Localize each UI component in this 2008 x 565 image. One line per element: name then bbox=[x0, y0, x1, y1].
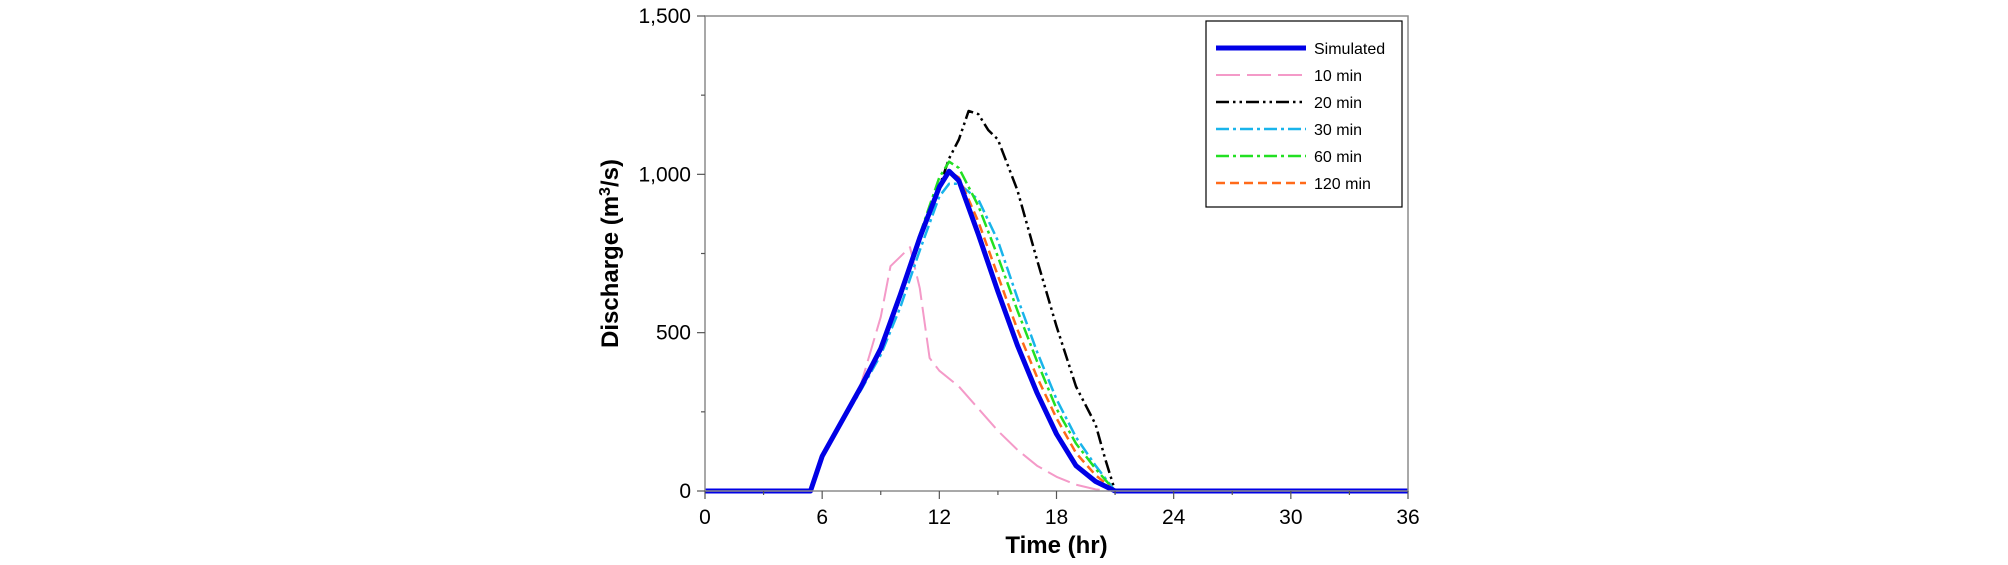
legend-label-20-min: 20 min bbox=[1314, 95, 1362, 112]
y-tick-label: 1,500 bbox=[638, 5, 691, 28]
series-line-simulated bbox=[705, 168, 1408, 494]
x-tick-label: 0 bbox=[699, 506, 711, 529]
legend-box bbox=[1205, 20, 1403, 208]
x-tick-label: 18 bbox=[1045, 506, 1068, 529]
x-tick-label: 6 bbox=[816, 506, 828, 529]
x-tick-label: 30 bbox=[1279, 506, 1302, 529]
x-tick-label: 36 bbox=[1396, 506, 1419, 529]
legend-label-simulated: Simulated bbox=[1314, 41, 1385, 58]
legend-entries: Simulated 10 min 20 min 30 min 60 min 120 min bbox=[1216, 41, 1385, 193]
series-line-10-min bbox=[705, 246, 1408, 492]
y-tick-label: 1,000 bbox=[638, 163, 691, 186]
legend-label-60-min: 60 min bbox=[1314, 149, 1362, 166]
series-line-30-min bbox=[705, 182, 1408, 493]
legend-label-10-min: 10 min bbox=[1314, 68, 1362, 85]
x-axis-title: Time (hr) bbox=[1005, 532, 1107, 559]
y-axis-title: Discharge (m3/s) bbox=[597, 159, 624, 348]
legend-label-120-min: 120 min bbox=[1314, 176, 1371, 193]
series-line-120-min bbox=[705, 169, 1408, 493]
x-tick-label: 12 bbox=[928, 506, 951, 529]
y-tick-label: 0 bbox=[679, 480, 691, 503]
axis-ticks bbox=[697, 15, 1409, 499]
y-tick-label: 500 bbox=[656, 322, 691, 345]
legend: Simulated 10 min 20 min 30 min 60 min 120 min bbox=[1205, 20, 1403, 208]
x-tick-label: 24 bbox=[1162, 506, 1186, 529]
legend-label-30-min: 30 min bbox=[1314, 122, 1362, 139]
series-layer bbox=[705, 109, 1408, 494]
tick-labels: 0 6 12 18 24 30 36 0 500 1,000 1,500 bbox=[638, 5, 1419, 529]
